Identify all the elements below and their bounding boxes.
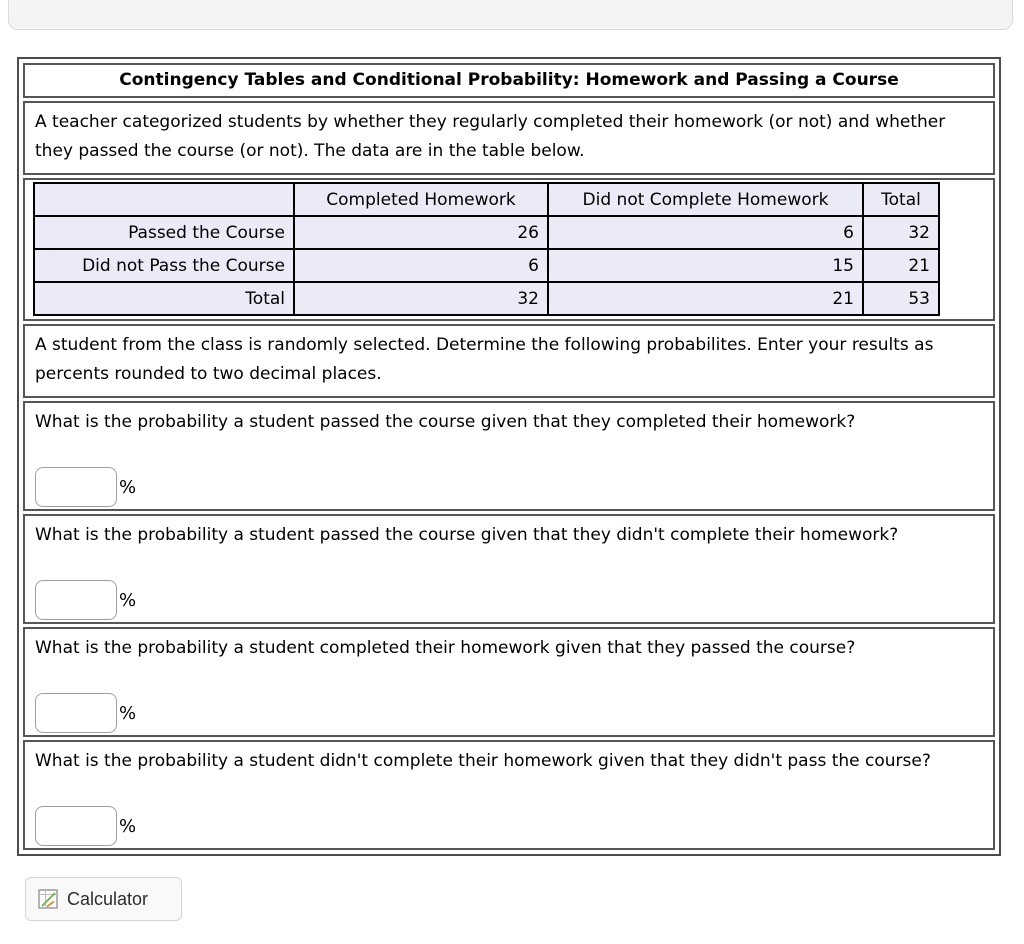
table-corner-cell [33, 182, 295, 217]
percent-suffix-3: % [119, 702, 137, 724]
answer-row-2: % [35, 580, 983, 620]
calculator-button[interactable]: Calculator [25, 877, 182, 921]
contingency-table-section: Completed Homework Did not Complete Home… [23, 178, 995, 321]
calculator-label: Calculator [67, 888, 149, 909]
cell-not-passed-total: 21 [862, 248, 940, 283]
answer-row-3: % [35, 693, 983, 733]
question-text-2: What is the probability a student passed… [35, 525, 899, 545]
cell-passed-total: 32 [862, 215, 940, 250]
answer-input-3[interactable] [35, 693, 117, 733]
percent-suffix-2: % [119, 589, 137, 611]
row-label-total: Total [33, 281, 295, 316]
question-box-3: What is the probability a student comple… [23, 627, 995, 737]
instructions-text: A student from the class is randomly sel… [23, 324, 995, 398]
calculator-icon [38, 889, 58, 909]
percent-suffix-1: % [119, 476, 137, 498]
table-header-row: Completed Homework Did not Complete Home… [33, 182, 940, 217]
row-label-not-passed: Did not Pass the Course [33, 248, 295, 283]
answer-input-2[interactable] [35, 580, 117, 620]
question-box-2: What is the probability a student passed… [23, 514, 995, 624]
question-text-3: What is the probability a student comple… [35, 638, 856, 658]
table-row: Did not Pass the Course 6 15 21 [33, 248, 940, 283]
cell-total-not-completed: 21 [547, 281, 864, 316]
answer-row-4: % [35, 806, 983, 846]
column-header-completed: Completed Homework [293, 182, 549, 217]
cell-total-completed: 32 [293, 281, 549, 316]
answer-row-1: % [35, 467, 983, 507]
cell-not-passed-not-completed: 15 [547, 248, 864, 283]
intro-text: A teacher categorized students by whethe… [23, 101, 995, 175]
column-header-not-completed: Did not Complete Homework [547, 182, 864, 217]
cell-passed-not-completed: 6 [547, 215, 864, 250]
question-box-1: What is the probability a student passed… [23, 401, 995, 511]
cell-not-passed-completed: 6 [293, 248, 549, 283]
assignment-panel: Contingency Tables and Conditional Proba… [17, 57, 1001, 856]
contingency-table: Completed Homework Did not Complete Home… [33, 182, 940, 316]
percent-suffix-4: % [119, 815, 137, 837]
cell-grand-total: 53 [862, 281, 940, 316]
table-row: Total 32 21 53 [33, 281, 940, 316]
answer-input-1[interactable] [35, 467, 117, 507]
row-label-passed: Passed the Course [33, 215, 295, 250]
question-text-4: What is the probability a student didn't… [35, 751, 931, 771]
column-header-total: Total [862, 182, 940, 217]
answer-input-4[interactable] [35, 806, 117, 846]
table-row: Passed the Course 26 6 32 [33, 215, 940, 250]
question-text-1: What is the probability a student passed… [35, 412, 856, 432]
collapsed-header-bar [8, 0, 1013, 30]
cell-passed-completed: 26 [293, 215, 549, 250]
question-box-4: What is the probability a student didn't… [23, 740, 995, 850]
page-title: Contingency Tables and Conditional Proba… [23, 63, 995, 98]
